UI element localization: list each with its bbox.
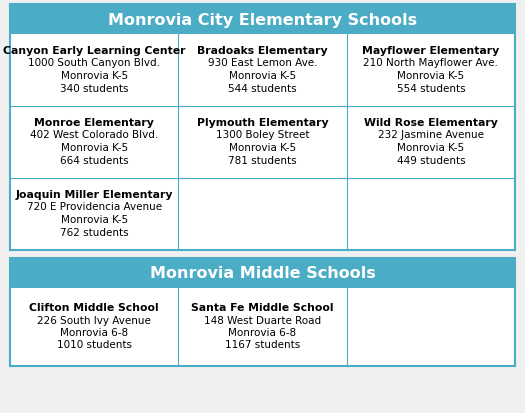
Text: Monrovia K-5: Monrovia K-5 bbox=[60, 142, 128, 153]
Text: 554 students: 554 students bbox=[396, 83, 465, 93]
Text: Santa Fe Middle School: Santa Fe Middle School bbox=[191, 302, 334, 312]
Text: 930 East Lemon Ave.: 930 East Lemon Ave. bbox=[208, 58, 317, 68]
Text: 664 students: 664 students bbox=[60, 155, 129, 165]
Text: 226 South Ivy Avenue: 226 South Ivy Avenue bbox=[37, 315, 151, 325]
Text: 210 North Mayflower Ave.: 210 North Mayflower Ave. bbox=[363, 58, 498, 68]
Text: Canyon Early Learning Center: Canyon Early Learning Center bbox=[3, 46, 185, 56]
Text: Monrovia 6-8: Monrovia 6-8 bbox=[60, 327, 128, 337]
Text: 781 students: 781 students bbox=[228, 155, 297, 165]
Text: 402 West Colorado Blvd.: 402 West Colorado Blvd. bbox=[30, 130, 159, 140]
Text: 232 Jasmine Avenue: 232 Jasmine Avenue bbox=[378, 130, 484, 140]
Text: 720 E Providencia Avenue: 720 E Providencia Avenue bbox=[27, 202, 162, 212]
Text: 544 students: 544 students bbox=[228, 83, 297, 93]
Text: Joaquin Miller Elementary: Joaquin Miller Elementary bbox=[15, 190, 173, 199]
Text: 340 students: 340 students bbox=[60, 83, 129, 93]
Text: Monrovia City Elementary Schools: Monrovia City Elementary Schools bbox=[108, 12, 417, 27]
Bar bbox=[10, 259, 515, 288]
Text: 1300 Boley Street: 1300 Boley Street bbox=[216, 130, 309, 140]
Text: Monrovia K-5: Monrovia K-5 bbox=[60, 71, 128, 81]
Text: 1010 students: 1010 students bbox=[57, 339, 132, 350]
Text: Monroe Elementary: Monroe Elementary bbox=[34, 118, 154, 128]
Text: Monrovia K-5: Monrovia K-5 bbox=[229, 71, 296, 81]
Text: 1167 students: 1167 students bbox=[225, 339, 300, 350]
Text: 1000 South Canyon Blvd.: 1000 South Canyon Blvd. bbox=[28, 58, 160, 68]
Bar bbox=[10, 259, 515, 366]
Bar bbox=[10, 5, 515, 35]
Text: Mayflower Elementary: Mayflower Elementary bbox=[362, 46, 499, 56]
Bar bbox=[10, 5, 515, 250]
Text: Monrovia K-5: Monrovia K-5 bbox=[229, 142, 296, 153]
Text: 449 students: 449 students bbox=[396, 155, 465, 165]
Text: Monrovia K-5: Monrovia K-5 bbox=[397, 71, 465, 81]
Text: 762 students: 762 students bbox=[60, 227, 129, 237]
Text: Clifton Middle School: Clifton Middle School bbox=[29, 302, 159, 312]
Text: Monrovia 6-8: Monrovia 6-8 bbox=[228, 327, 297, 337]
Text: Bradoaks Elementary: Bradoaks Elementary bbox=[197, 46, 328, 56]
Text: Plymouth Elementary: Plymouth Elementary bbox=[197, 118, 328, 128]
Text: Monrovia K-5: Monrovia K-5 bbox=[397, 142, 465, 153]
Text: Wild Rose Elementary: Wild Rose Elementary bbox=[364, 118, 498, 128]
Text: Monrovia Middle Schools: Monrovia Middle Schools bbox=[150, 266, 375, 281]
Text: Monrovia K-5: Monrovia K-5 bbox=[60, 214, 128, 224]
Text: 148 West Duarte Road: 148 West Duarte Road bbox=[204, 315, 321, 325]
